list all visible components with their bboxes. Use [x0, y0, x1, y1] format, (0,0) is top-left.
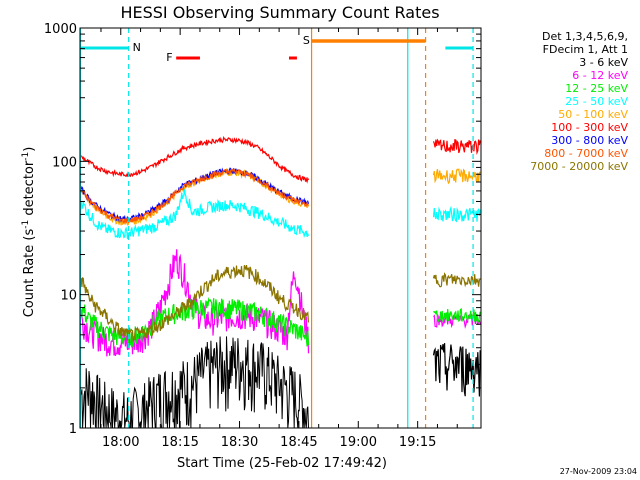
legend-header-line-2: FDecim 1, Att 1 — [543, 43, 628, 56]
legend-item-series-300-800-kev: 300 - 800 keV — [551, 134, 628, 147]
series-3-6-kev-line — [80, 336, 309, 429]
x-tick-label: 18:15 — [161, 435, 198, 450]
post-gap-line — [432, 272, 481, 288]
legend: Det 1,3,4,5,6,9, FDecim 1, Att 1 3 - 6 k… — [530, 30, 628, 173]
flare-label: F — [166, 51, 172, 64]
legend-item-series-12-25-kev: 12 - 25 keV — [565, 82, 628, 95]
chart-title: HESSI Observing Summary Count Rates — [120, 3, 439, 22]
legend-item-series-100-300-kev: 100 - 300 keV — [551, 121, 628, 134]
series-100-300-kev-line — [80, 135, 310, 184]
legend-item-series-7000-20000-kev: 7000 - 20000 keV — [530, 160, 628, 173]
x-tick-label: 18:00 — [102, 435, 139, 450]
series-25-50-kev-line — [80, 187, 310, 240]
y-tick-label: 10 — [60, 289, 77, 304]
x-axis-label: Start Time (25-Feb-02 17:49:42) — [177, 456, 387, 471]
y-tick-label: 1000 — [44, 22, 77, 37]
legend-item-series-800-7000-kev: 800 - 7000 keV — [544, 147, 628, 160]
x-tick-label: 18:30 — [221, 435, 258, 450]
series-300-800-kev-line — [80, 167, 310, 223]
legend-header-line-1: Det 1,3,4,5,6,9, — [542, 30, 628, 43]
series-7000-20000-kev-line — [80, 265, 310, 343]
series-800-7000-kev-line — [80, 168, 309, 225]
post-gap-line — [433, 307, 481, 324]
plot-frame — [79, 27, 482, 429]
post-gap-line — [432, 138, 481, 156]
timestamp: 27-Nov-2009 23:04 — [560, 467, 637, 476]
legend-item-series-50-100-kev: 50 - 100 keV — [558, 108, 628, 121]
night-label: N — [133, 41, 141, 54]
saa-label: S — [303, 34, 310, 47]
x-tick-label: 19:00 — [340, 435, 377, 450]
post-gap-line — [432, 168, 481, 185]
post-gap-line — [432, 343, 481, 397]
y-axis-label: Count Rate (s-1 detector-1) — [21, 147, 37, 318]
legend-item-series-25-50-kev: 25 - 50 keV — [565, 95, 628, 108]
legend-item-series-6-12-kev: 6 - 12 keV — [572, 69, 628, 82]
x-tick-label: 19:15 — [399, 435, 436, 450]
post-gap-line — [432, 205, 481, 223]
y-tick-label: 1 — [69, 422, 77, 437]
y-tick-label: 100 — [52, 155, 77, 170]
legend-item-series-3-6-kev: 3 - 6 keV — [579, 56, 628, 69]
x-tick-label: 18:45 — [280, 435, 317, 450]
series-12-25-kev-line — [80, 296, 310, 348]
